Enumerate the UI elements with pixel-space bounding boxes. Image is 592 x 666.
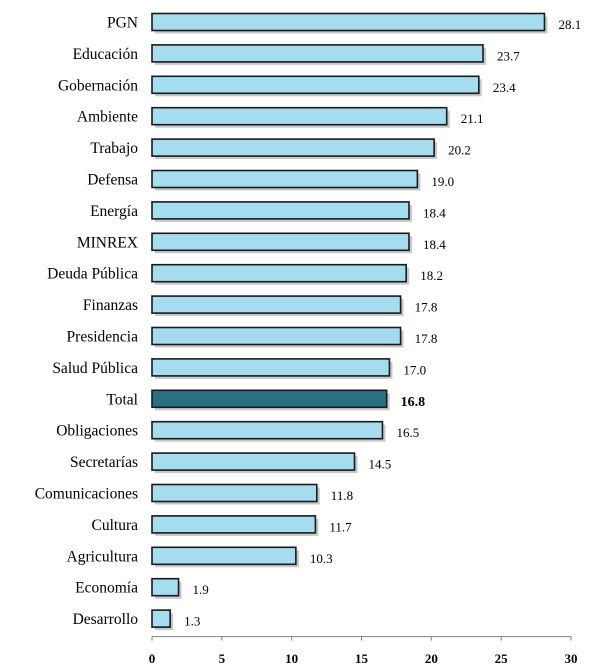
category-label-pgn: PGN (107, 15, 138, 32)
bar-educacion (151, 44, 484, 63)
category-label-gobernacion: Gobernación (58, 77, 138, 94)
value-label-secretarias: 14.5 (369, 457, 392, 472)
bar-total (151, 389, 388, 409)
x-tick-label-15: 15 (355, 651, 369, 666)
x-tick-label-20: 20 (425, 651, 438, 666)
bar-gobernacion (151, 75, 480, 95)
bar-trabajo (151, 138, 435, 157)
category-label-desarrollo: Desarrollo (73, 611, 139, 628)
value-label-trabajo: 20.2 (448, 143, 471, 158)
category-label-deuda-publica: Deuda Pública (47, 266, 138, 283)
category-label-defensa: Defensa (87, 172, 138, 189)
bar-defensa (151, 169, 419, 189)
bar-economia (151, 577, 180, 597)
bars-group (151, 12, 546, 628)
bar-pgn (151, 12, 546, 32)
category-label-cultura: Cultura (92, 517, 139, 534)
value-label-energia: 18.4 (423, 205, 446, 220)
bar-energia (151, 201, 410, 220)
bar-deuda-publica (151, 263, 407, 283)
category-label-comunicaciones: Comunicaciones (35, 486, 138, 503)
bar-presidencia (151, 326, 402, 346)
category-label-agricultura: Agricultura (67, 548, 139, 565)
value-label-finanzas: 17.8 (415, 300, 438, 315)
bar-salud-publica (151, 358, 391, 377)
x-tick-label-30: 30 (565, 651, 578, 666)
value-label-total: 16.8 (401, 395, 426, 410)
value-label-ambiente: 21.1 (461, 111, 484, 126)
category-label-economia: Economía (75, 580, 138, 597)
bar-agricultura (151, 546, 297, 566)
category-label-minrex: MINREX (77, 234, 138, 251)
bar-obligaciones (151, 420, 384, 440)
x-tick-label-5: 5 (219, 651, 226, 666)
bar-ambiente (151, 106, 448, 126)
bar-secretarias (151, 452, 356, 471)
value-label-educacion: 23.7 (497, 48, 520, 63)
value-label-presidencia: 17.8 (415, 331, 438, 346)
value-labels: 28.1 23.7 23.4 21.1 20.2 19.0 18.4 18.4 18.2 17.8… (184, 17, 581, 629)
value-label-defensa: 19.0 (431, 174, 454, 189)
bar-finanzas (151, 295, 402, 314)
bar-comunicaciones (151, 483, 318, 503)
x-tick-label-10: 10 (285, 651, 298, 666)
value-label-pgn: 28.1 (558, 17, 581, 32)
category-label-ambiente: Ambiente (77, 109, 138, 126)
x-tick-label-25: 25 (495, 651, 509, 666)
category-label-presidencia: Presidencia (67, 329, 139, 346)
category-label-energia: Energía (90, 203, 138, 220)
category-label-trabajo: Trabajo (90, 140, 138, 157)
x-tick-label-0: 0 (149, 651, 156, 666)
bar-desarrollo (151, 609, 171, 628)
value-label-gobernacion: 23.4 (493, 80, 516, 95)
x-axis: 0 5 10 15 20 25 30 (149, 636, 578, 666)
value-label-economia: 1.9 (193, 582, 209, 597)
value-label-cultura: 11.7 (329, 519, 352, 534)
value-label-minrex: 18.4 (423, 237, 446, 252)
value-label-obligaciones: 16.5 (396, 425, 419, 440)
value-label-comunicaciones: 11.8 (331, 488, 353, 503)
bar-cultura (151, 515, 317, 534)
category-label-total: Total (106, 391, 138, 408)
category-label-obligaciones: Obligaciones (56, 423, 138, 440)
category-labels: PGN Educación Gobernación Ambiente Trabajo De… (35, 15, 139, 629)
value-label-deuda-publica: 18.2 (420, 268, 443, 283)
value-label-salud-publica: 17.0 (403, 362, 426, 377)
category-label-secretarias: Secretarías (70, 454, 138, 471)
bar-minrex (151, 232, 410, 252)
category-label-finanzas: Finanzas (83, 297, 138, 314)
category-label-salud-publica: Salud Pública (52, 360, 138, 377)
value-label-agricultura: 10.3 (310, 551, 333, 566)
category-label-educacion: Educación (73, 46, 139, 63)
value-label-desarrollo: 1.3 (184, 614, 200, 629)
